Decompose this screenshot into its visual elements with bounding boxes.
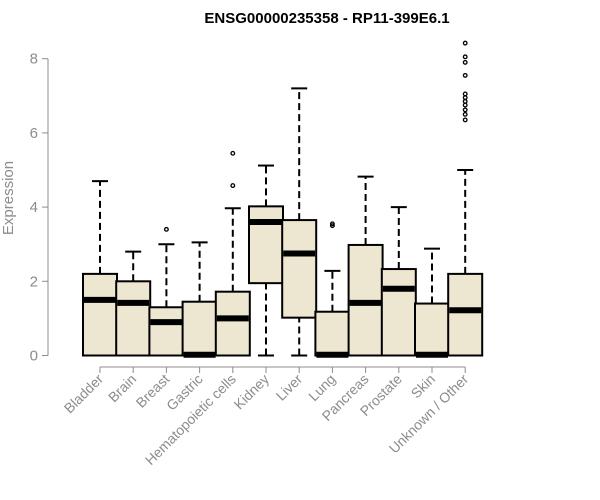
outlier-hematopoietic-cells-1 (230, 150, 236, 156)
outlier-unknown-other-10 (462, 40, 468, 46)
y-tick-label-2: 2 (30, 273, 38, 290)
outlier-lung-0 (329, 223, 335, 229)
box-gastric (181, 241, 218, 358)
y-tick-label-0: 0 (30, 348, 38, 365)
box-pancreas (347, 175, 384, 357)
outlier-unknown-other-2 (462, 107, 468, 113)
outlier-unknown-other-9 (462, 54, 468, 60)
box-iqr-liver (281, 219, 318, 319)
outlier-unknown-other-0 (462, 117, 468, 123)
outlier-unknown-other-8 (462, 59, 468, 65)
box-hematopoietic-cells (214, 150, 251, 357)
chart-title: ENSG00000235358 - RP11-399E6.1 (204, 10, 449, 27)
box-liver (281, 87, 318, 357)
box-iqr-breast (148, 306, 185, 357)
outlier-lung-1 (329, 221, 335, 227)
y-axis-label: Expression (0, 161, 17, 235)
box-iqr-gastric (181, 300, 218, 357)
box-iqr-hematopoietic-cells (214, 290, 251, 357)
box-breast (148, 226, 185, 357)
outlier-unknown-other-1 (462, 111, 468, 117)
outlier-hematopoietic-cells-0 (230, 183, 236, 189)
box-iqr-brain (115, 280, 152, 357)
box-kidney (248, 164, 284, 357)
box-iqr-prostate (380, 268, 417, 357)
box-bladder (82, 180, 118, 357)
x-tick-label-liver: Liver (273, 371, 306, 404)
box-iqr-kidney (248, 205, 284, 285)
x-tick-label-bladder: Bladder (61, 371, 107, 417)
box-lung (314, 221, 351, 358)
box-skin (414, 247, 450, 358)
y-tick-label-6: 6 (30, 125, 38, 142)
box-iqr-skin (414, 302, 450, 357)
outlier-unknown-other-6 (462, 91, 468, 97)
y-tick-label-4: 4 (30, 199, 38, 216)
box-iqr-unknown-other (447, 272, 484, 357)
box-iqr-lung (314, 310, 351, 357)
y-axis: 0 2 4 6 8 (30, 51, 49, 365)
outlier-unknown-other-7 (462, 72, 468, 78)
box-iqr-bladder (82, 272, 118, 357)
box-unknown-other (447, 40, 484, 357)
box-prostate (380, 206, 417, 357)
plot-area (82, 40, 484, 358)
y-tick-label-8: 8 (30, 51, 38, 68)
x-tick-label-kidney: Kidney (231, 371, 273, 413)
outlier-breast-0 (163, 226, 169, 232)
box-brain (115, 250, 152, 357)
